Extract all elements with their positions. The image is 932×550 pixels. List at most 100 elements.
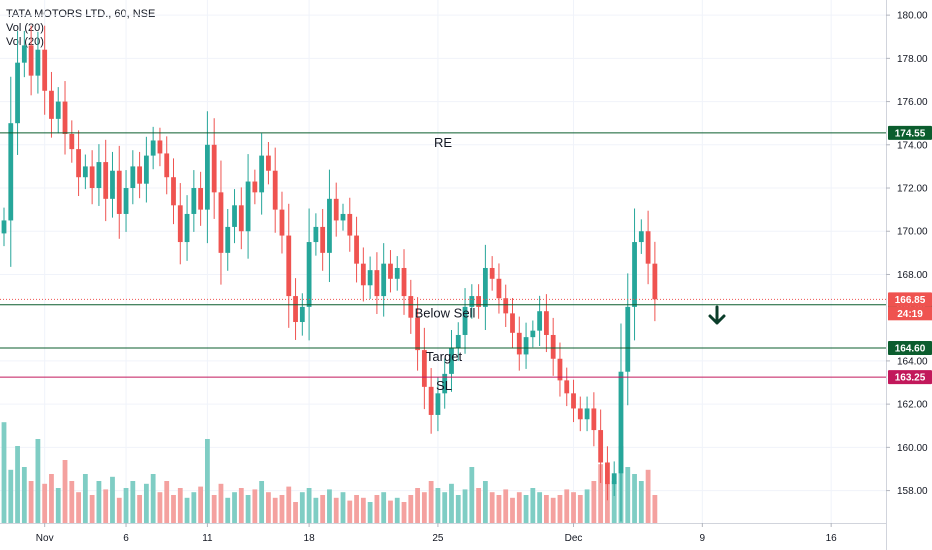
level-annotation-RE: RE: [434, 135, 452, 150]
volume-bar: [35, 439, 41, 523]
candle-body: [618, 371, 624, 474]
candle-body: [462, 306, 468, 335]
volume-bar: [544, 495, 549, 523]
volume-bar: [455, 495, 461, 523]
volume-bar: [401, 502, 407, 523]
candle-body: [652, 263, 658, 300]
volume-bar: [130, 481, 136, 523]
candle-body: [367, 270, 373, 286]
volume-bar: [137, 495, 142, 523]
candle-body: [577, 408, 583, 420]
level-annotation-sl: SL: [436, 378, 452, 393]
candle-body: [191, 188, 197, 214]
price-tick-label: 170.00: [897, 227, 928, 238]
volume-bar: [564, 489, 570, 523]
candle-body: [340, 213, 346, 221]
level-target-tag-label: 164.60: [895, 343, 926, 354]
volume-bar: [482, 481, 488, 523]
volume-bar: [367, 502, 373, 523]
volume-bar: [591, 481, 597, 523]
price-levels[interactable]: RE Below Sell Target SL: [0, 132, 886, 393]
candle-body: [130, 166, 136, 189]
candle-body: [401, 267, 407, 297]
countdown-tag-label: 24:19: [897, 309, 923, 320]
candle-body: [591, 408, 597, 431]
candle-body: [625, 306, 631, 372]
candle-body: [110, 170, 115, 199]
volume-bar: [652, 495, 658, 523]
candle-body: [28, 45, 34, 76]
volume-bar: [503, 489, 509, 523]
volume-bar: [21, 467, 27, 523]
candle-body: [306, 242, 312, 307]
volume-bar: [442, 492, 448, 523]
volume-indicator-1[interactable]: Vol (20): [6, 22, 44, 34]
candle-body: [1, 220, 7, 234]
volume-bar: [191, 492, 197, 523]
candle-body: [455, 334, 461, 348]
volume-bar: [150, 474, 156, 523]
last-price-tag: [888, 292, 932, 307]
candle-body: [550, 334, 556, 359]
price-tick-label: 180.00: [897, 11, 928, 22]
candle-body: [516, 332, 522, 355]
level-sl-tag-label: 163.25: [895, 373, 926, 384]
volume-bar: [611, 481, 617, 523]
volume-bar: [489, 492, 495, 523]
price-axis[interactable]: 180.00 178.00 176.00 174.00 172.00 170.00 168.…: [886, 0, 932, 550]
candle-body: [164, 153, 170, 178]
volume-bar: [306, 488, 312, 523]
candle-body: [299, 306, 305, 323]
candle-body: [544, 311, 549, 335]
level-RE-tag-label: 174.55: [895, 128, 926, 139]
candle-body: [123, 188, 129, 214]
volume-bar: [516, 492, 522, 523]
candle-body: [259, 155, 265, 193]
volume-bar: [272, 497, 278, 523]
candle-body: [69, 133, 75, 150]
candle-body: [143, 155, 149, 184]
candle-body: [137, 166, 142, 184]
volume-bar: [259, 481, 265, 523]
price-tick-label: 172.00: [897, 184, 928, 195]
volume-bar: [313, 497, 319, 523]
candle-body: [360, 263, 366, 286]
candle-body: [313, 226, 319, 243]
volume-indicator-2[interactable]: Vol (20): [6, 36, 44, 48]
volume-bar: [327, 489, 332, 523]
volume-bar: [510, 497, 515, 523]
volume-bar: [299, 492, 305, 523]
time-tick-label: 9: [700, 533, 706, 544]
price-tick-label: 162.00: [897, 400, 928, 411]
volume-bar: [157, 492, 163, 523]
volume-bar: [435, 488, 441, 523]
candle-body: [76, 149, 81, 178]
volume-bar: [577, 495, 583, 523]
price-tick-label: 178.00: [897, 54, 928, 65]
candle-body: [184, 213, 190, 243]
volume-bar: [252, 489, 258, 523]
level-annotation-below-sell: Below Sell: [415, 306, 476, 321]
candle-body: [496, 278, 502, 299]
volume-bar: [245, 495, 251, 523]
candle-body: [645, 231, 651, 264]
candle-body: [388, 263, 393, 279]
time-axis[interactable]: Nov 6 11 18 25 Dec 9 16: [0, 523, 886, 544]
candle-body: [150, 140, 156, 156]
symbol-title[interactable]: TATA MOTORS LTD., 60, NSE: [6, 8, 156, 20]
volume-bar: [211, 495, 217, 523]
volume-bar: [82, 474, 88, 523]
candle-body: [62, 101, 68, 134]
volume-bar: [123, 488, 129, 523]
candle-body: [476, 296, 481, 307]
volume-bar: [537, 492, 543, 523]
candle-body: [266, 155, 271, 171]
volume-bar: [76, 492, 81, 523]
candle-body: [415, 317, 420, 351]
candle-body: [428, 386, 434, 415]
candle-body: [49, 90, 54, 119]
candle-body: [354, 235, 359, 264]
grid: [0, 0, 886, 523]
candle-body: [320, 226, 326, 253]
